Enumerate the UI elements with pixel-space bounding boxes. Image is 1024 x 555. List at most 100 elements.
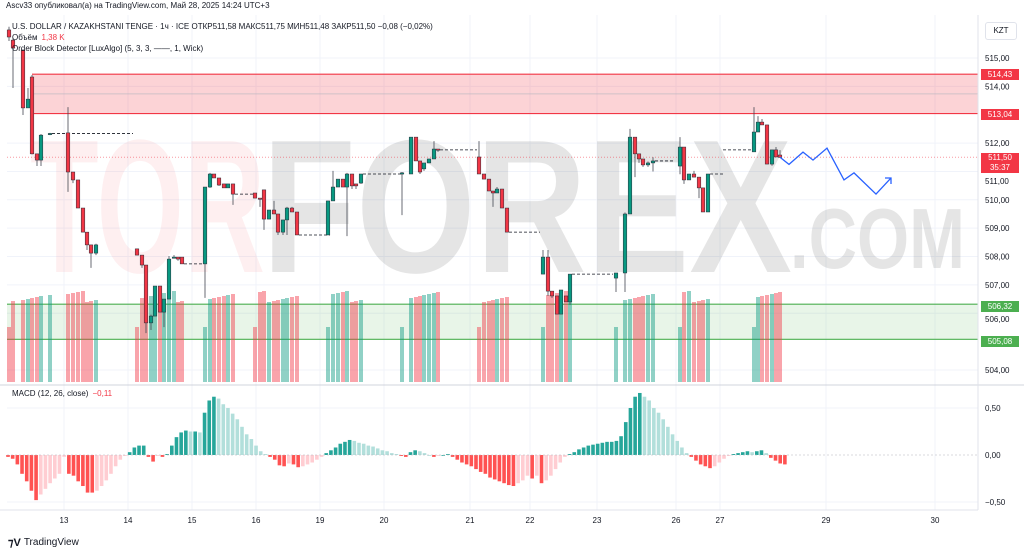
macd-bar — [436, 455, 441, 456]
price-axis[interactable]: 515,00 514,00 512,00 511,00 510,00 509,00 508,… — [985, 54, 1010, 375]
candle-body — [25, 98, 31, 109]
macd-bar — [478, 455, 483, 472]
macd-bar — [497, 455, 502, 482]
time-tick-label: 16 — [252, 516, 261, 525]
macd-bar — [57, 455, 62, 474]
volume-bar — [564, 291, 568, 382]
candle-body — [88, 244, 94, 254]
time-tick-label: 13 — [60, 516, 69, 525]
volume-legend[interactable]: Объём 1,38 K — [12, 33, 65, 42]
symbol-legend[interactable]: U.S. DOLLAR / KAZAKHSTANI TENGE · 1ч · I… — [12, 22, 433, 31]
indicator-legend[interactable]: Order Block Detector [LuxAlgo] (5, 3, 3,… — [12, 44, 204, 53]
candle-body — [567, 273, 573, 303]
candle-body — [545, 256, 551, 292]
candle-body — [705, 173, 711, 213]
macd-bar — [296, 455, 300, 468]
macd-bar — [521, 455, 525, 481]
macd-bar — [764, 453, 768, 455]
macd-bar — [301, 455, 305, 467]
macd-bar — [324, 453, 329, 455]
macd-bar — [614, 440, 619, 455]
candle-body — [558, 289, 564, 315]
volume-bar — [217, 297, 221, 382]
volume-bar — [267, 302, 271, 382]
macd-bar — [291, 455, 296, 465]
candle-body — [563, 295, 569, 303]
macd-bar — [642, 396, 647, 455]
macd-bar — [581, 447, 586, 455]
volume-bar — [692, 302, 696, 382]
macd-bar — [67, 455, 71, 474]
candle-body — [202, 186, 208, 265]
macd-bar — [62, 455, 66, 457]
candle-body — [554, 295, 560, 315]
candle-body — [38, 134, 44, 161]
volume-bar — [85, 302, 89, 382]
macd-bar — [53, 455, 57, 479]
macd-bar — [352, 440, 357, 455]
macd-bar — [535, 455, 539, 476]
candle-body — [540, 256, 546, 275]
candle-body — [80, 207, 86, 233]
volume-bar — [354, 301, 358, 382]
macd-bar — [647, 400, 651, 455]
time-tick-label: 30 — [931, 516, 940, 525]
macd-bar — [113, 455, 118, 467]
candle-body — [399, 172, 405, 175]
macd-bar — [759, 450, 764, 455]
candle-body — [134, 248, 140, 256]
macd-bar — [81, 455, 85, 487]
candle-body — [504, 207, 510, 233]
publish-info: Ascv33 опубликовал(а) на TradingView.com… — [6, 1, 270, 10]
macd-bar — [708, 455, 712, 469]
volume-bar — [336, 293, 340, 382]
macd-legend[interactable]: MACD (12, 26, close) −0,11 — [12, 389, 112, 398]
volume-bar — [477, 327, 481, 382]
macd-bar — [773, 455, 778, 461]
macd-bar — [441, 455, 446, 456]
volume-bar — [541, 327, 545, 382]
time-tick-label: 21 — [466, 516, 475, 525]
macd-tick-label: 0,50 — [985, 404, 1001, 413]
volume-bar — [71, 293, 75, 382]
volume-bar — [272, 301, 276, 382]
macd-bar — [230, 413, 235, 455]
candle-body — [773, 149, 779, 158]
candle-body — [494, 188, 500, 194]
candle-body — [10, 39, 16, 49]
macd-bar — [272, 455, 277, 460]
candle-body — [759, 121, 765, 126]
macd-bar — [427, 455, 431, 456]
bar-countdown: 35:37 — [989, 163, 1011, 172]
volume-bar — [651, 294, 655, 382]
order-block-zones — [7, 73, 978, 340]
candle-body — [289, 207, 295, 213]
macd-bar — [572, 452, 577, 455]
volume-bar — [153, 295, 157, 382]
macd-bar — [422, 453, 427, 455]
macd-bar — [333, 447, 338, 455]
volume-bar — [76, 292, 80, 382]
volume-bar — [678, 327, 682, 382]
macd-bar — [619, 436, 623, 455]
volume-bar — [756, 297, 760, 382]
macd-bar — [567, 454, 572, 455]
macd-bar — [10, 455, 15, 459]
candle-body — [294, 211, 300, 236]
macd-axis[interactable]: 0,50 0,00 −0,50 — [985, 404, 1006, 507]
currency-button[interactable]: KZT — [985, 22, 1017, 40]
macd-bar — [385, 451, 389, 455]
time-axis[interactable]: 13 14 15 16 19 20 21 22 23 26 27 29 30 — [60, 516, 940, 525]
macd-bar — [165, 454, 169, 455]
volume-bar — [495, 299, 499, 382]
tradingview-logo[interactable]: ⁊V TradingView — [8, 536, 79, 549]
volume-bar — [682, 292, 686, 382]
volume-bar — [162, 293, 166, 382]
macd-bar — [160, 455, 165, 457]
macd-bar — [502, 455, 506, 484]
macd-bar — [24, 455, 29, 482]
volume-bar — [281, 299, 285, 382]
volume-bar — [222, 296, 226, 382]
macd-bar — [155, 455, 160, 456]
